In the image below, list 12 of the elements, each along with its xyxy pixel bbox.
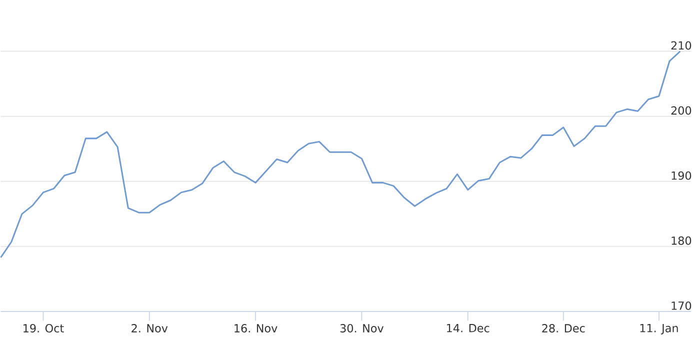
x-tick-label: 19. Oct <box>24 324 64 332</box>
y-tick-label: 180 <box>672 236 692 245</box>
x-tick-label: 16. Nov <box>234 324 278 332</box>
y-tick-label: 200 <box>671 106 692 115</box>
x-tick-label: 28. Dec <box>542 324 585 332</box>
y-tick-label: 190 <box>672 171 692 180</box>
x-tick-label: 11. Jan <box>640 324 678 334</box>
y-tick-label: 170 <box>672 301 692 310</box>
x-tick-label: 30. Nov <box>340 324 384 332</box>
y-tick-label: 210 <box>671 41 692 50</box>
x-tick-label: 14. Dec <box>447 324 490 332</box>
x-tick-label: 2. Nov <box>132 324 168 332</box>
